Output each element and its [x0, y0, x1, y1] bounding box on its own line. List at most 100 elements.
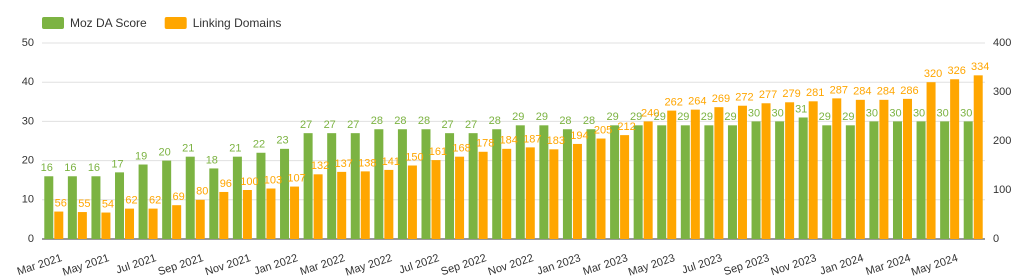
bar	[54, 211, 64, 239]
bar	[91, 176, 101, 239]
value-label: 30	[889, 107, 901, 119]
value-label: 284	[877, 86, 895, 98]
value-label: 62	[149, 195, 161, 207]
bar	[209, 168, 219, 239]
value-label: 194	[570, 130, 588, 142]
value-label: 240	[641, 107, 659, 119]
bar	[360, 171, 370, 239]
x-tick-label: Nov 2021	[204, 252, 252, 278]
bar	[940, 121, 950, 239]
bar	[657, 125, 667, 239]
bar	[727, 125, 737, 239]
bar	[879, 99, 889, 239]
value-label: 56	[55, 197, 67, 209]
bar	[690, 109, 700, 239]
value-label: 29	[630, 111, 642, 123]
bar	[855, 99, 865, 239]
x-tick-label: May 2021	[61, 252, 111, 278]
value-label: 62	[125, 195, 137, 207]
value-label: 27	[465, 119, 477, 131]
value-label: 269	[712, 93, 730, 105]
bar	[596, 138, 606, 239]
x-tick-label: Sep 2023	[722, 252, 771, 278]
value-label: 100	[240, 176, 258, 188]
value-label: 29	[512, 111, 524, 123]
bar	[67, 176, 77, 239]
value-label: 28	[583, 115, 595, 127]
bar	[761, 103, 771, 240]
y-tick-label: 20	[22, 155, 34, 167]
bar	[808, 101, 818, 239]
y-tick-label: 10	[22, 194, 34, 206]
bar	[266, 188, 276, 239]
bar	[397, 129, 407, 239]
value-label: 287	[830, 84, 848, 96]
x-tick-label: May 2024	[910, 252, 960, 278]
bar	[714, 107, 724, 239]
value-label: 137	[335, 158, 353, 170]
x-tick-label: Mar 2022	[299, 252, 347, 278]
bar	[902, 98, 912, 239]
bar	[751, 121, 761, 239]
value-label: 16	[64, 162, 76, 174]
x-tick-label: Nov 2022	[487, 252, 535, 278]
bar	[515, 125, 525, 239]
value-label: 30	[748, 107, 760, 119]
x-tick-label: Mar 2021	[16, 252, 64, 278]
bar	[963, 121, 973, 239]
x-tick-label: Sep 2022	[439, 252, 488, 278]
bar	[869, 121, 879, 239]
x-tick-label: Jul 2023	[680, 252, 723, 276]
value-label: 168	[452, 143, 470, 155]
value-label: 27	[347, 119, 359, 131]
value-label: 107	[287, 172, 305, 184]
bar	[916, 121, 926, 239]
x-tick-label: Jul 2021	[115, 252, 158, 276]
bar	[374, 129, 384, 239]
bar	[586, 129, 596, 239]
value-label: 31	[795, 103, 807, 115]
bar	[502, 148, 512, 239]
bar	[455, 156, 465, 239]
value-label: 326	[947, 65, 965, 77]
bar	[973, 75, 983, 239]
bar	[172, 205, 182, 239]
value-label: 29	[819, 111, 831, 123]
x-tick-label: Jan 2024	[818, 252, 865, 277]
bar	[892, 121, 902, 239]
value-label: 27	[300, 119, 312, 131]
bar	[115, 172, 125, 239]
bar	[185, 156, 195, 239]
bar	[242, 190, 252, 239]
value-label: 279	[782, 88, 800, 100]
bar	[327, 133, 337, 239]
bar	[148, 208, 158, 239]
value-label: 16	[41, 162, 53, 174]
bar	[303, 133, 313, 239]
value-label: 21	[182, 143, 194, 155]
value-label: 138	[358, 157, 376, 169]
bar	[468, 133, 478, 239]
x-tick-label: Mar 2024	[864, 252, 912, 278]
value-label: 28	[394, 115, 406, 127]
bar	[478, 151, 488, 239]
bar	[539, 125, 549, 239]
bar	[832, 98, 842, 240]
bar	[337, 171, 347, 239]
bar	[798, 117, 808, 239]
value-label: 187	[523, 133, 541, 145]
value-label: 18	[206, 154, 218, 166]
x-tick-label: Nov 2023	[770, 252, 818, 278]
legend-label: Linking Domains	[193, 16, 282, 30]
value-label: 54	[102, 198, 114, 210]
value-label: 161	[429, 146, 447, 158]
bar	[492, 129, 502, 239]
value-label: 22	[253, 139, 265, 151]
bar	[44, 176, 54, 239]
bar	[610, 125, 620, 239]
value-label: 29	[606, 111, 618, 123]
bar	[950, 79, 960, 239]
value-label: 16	[88, 162, 100, 174]
bar	[549, 149, 559, 239]
value-label: 80	[196, 186, 208, 198]
